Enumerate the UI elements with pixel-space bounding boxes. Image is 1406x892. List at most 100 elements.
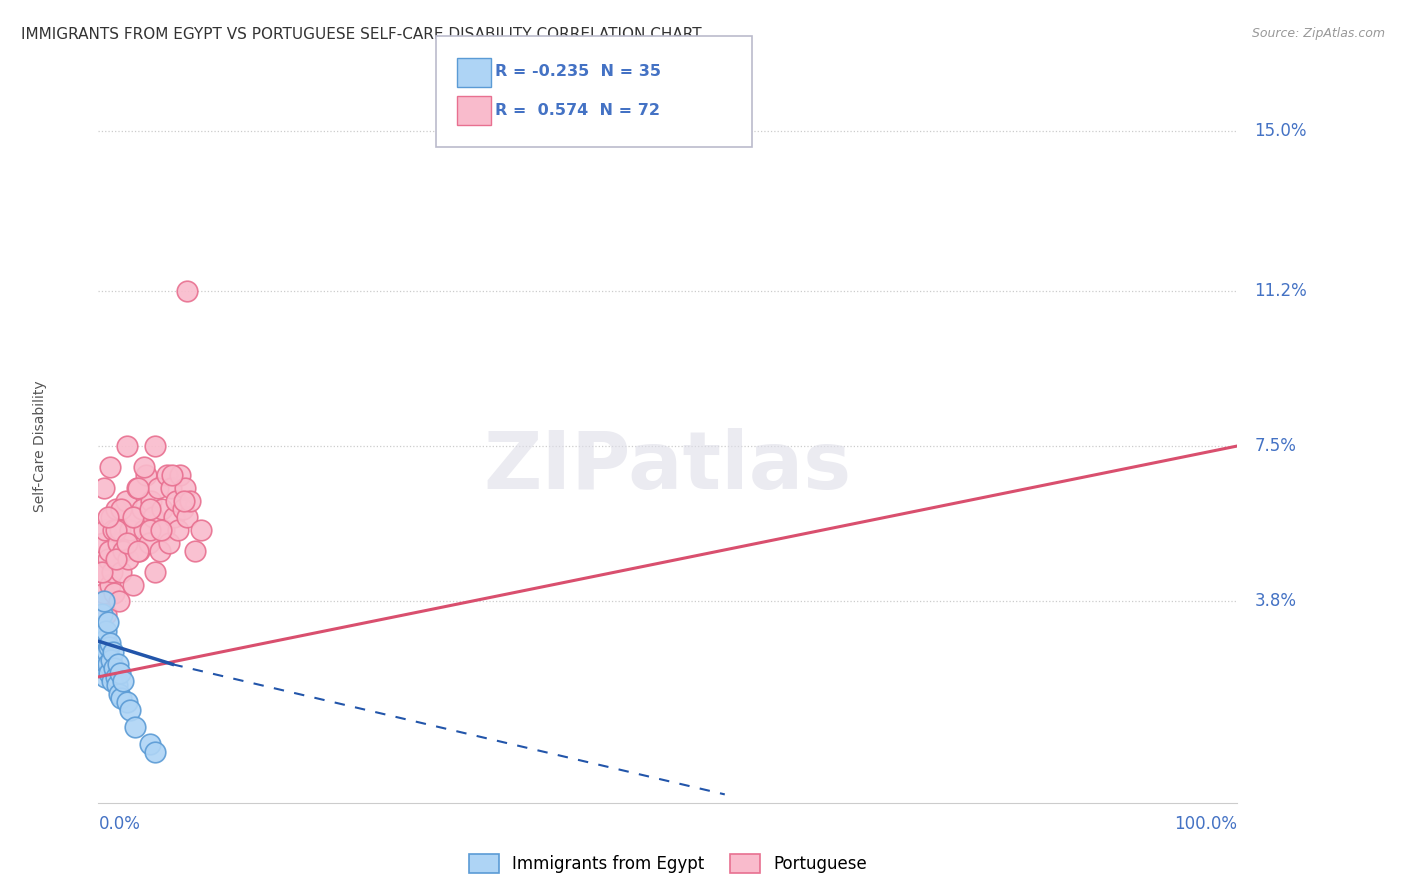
Point xyxy=(101,565,124,579)
Point xyxy=(110,565,132,579)
Point xyxy=(96,607,118,621)
Text: ZIPatlas: ZIPatlas xyxy=(484,428,852,506)
Point xyxy=(167,523,190,537)
Point xyxy=(94,523,117,537)
Point xyxy=(112,674,135,689)
Point xyxy=(149,544,172,558)
Point xyxy=(127,481,149,495)
Text: R =  0.574  N = 72: R = 0.574 N = 72 xyxy=(495,103,659,118)
Point xyxy=(108,687,131,701)
Point xyxy=(103,661,125,675)
Point xyxy=(108,523,131,537)
Point xyxy=(108,665,131,680)
Text: 7.5%: 7.5% xyxy=(1254,437,1296,455)
Point xyxy=(115,535,138,549)
Point xyxy=(115,695,138,709)
Point xyxy=(176,510,198,524)
Point xyxy=(184,544,207,558)
Point xyxy=(103,523,125,537)
Point xyxy=(142,510,165,524)
Point xyxy=(93,648,115,663)
Text: 3.8%: 3.8% xyxy=(1254,592,1296,610)
Text: Self-Care Disability: Self-Care Disability xyxy=(34,380,48,512)
Point xyxy=(105,552,128,566)
Point xyxy=(96,510,118,524)
Text: 0.0%: 0.0% xyxy=(98,815,141,833)
Point xyxy=(128,544,150,558)
Point xyxy=(110,690,132,705)
Point xyxy=(145,565,167,579)
Point xyxy=(172,502,194,516)
Point xyxy=(138,502,160,516)
Point xyxy=(100,510,122,524)
Point xyxy=(124,510,146,524)
Point xyxy=(115,439,138,453)
Legend: Immigrants from Egypt, Portuguese: Immigrants from Egypt, Portuguese xyxy=(463,847,873,880)
Point xyxy=(93,628,115,642)
Point xyxy=(89,645,111,659)
Point xyxy=(138,523,160,537)
Point xyxy=(96,552,118,566)
Point xyxy=(124,720,146,734)
Point xyxy=(104,552,127,566)
Text: 11.2%: 11.2% xyxy=(1254,282,1308,300)
Point xyxy=(90,594,112,608)
Point xyxy=(138,737,160,751)
Point xyxy=(94,632,117,646)
Point xyxy=(94,670,117,684)
Point xyxy=(162,510,184,524)
Text: R = -0.235  N = 35: R = -0.235 N = 35 xyxy=(495,64,661,78)
Point xyxy=(93,586,115,600)
Point xyxy=(91,661,114,675)
Point xyxy=(145,439,167,453)
Point xyxy=(127,544,149,558)
Point xyxy=(107,657,129,672)
Point xyxy=(97,640,120,655)
Point xyxy=(96,657,118,672)
Point xyxy=(174,481,197,495)
Point xyxy=(104,670,127,684)
Point xyxy=(100,653,122,667)
Point xyxy=(90,636,112,650)
Point xyxy=(157,535,180,549)
Point xyxy=(90,619,112,633)
Point xyxy=(96,624,118,638)
Point xyxy=(121,577,143,591)
Point xyxy=(89,628,111,642)
Point xyxy=(91,535,114,549)
Point xyxy=(104,523,127,537)
Point xyxy=(93,594,115,608)
Point xyxy=(91,607,114,621)
Point xyxy=(132,460,155,475)
Point xyxy=(101,674,124,689)
Point xyxy=(97,615,120,630)
Point xyxy=(190,523,212,537)
Point xyxy=(120,703,142,717)
Point xyxy=(153,523,176,537)
Point xyxy=(103,645,125,659)
Point xyxy=(127,481,149,495)
Point xyxy=(105,678,128,692)
Point xyxy=(156,468,179,483)
Point xyxy=(90,565,112,579)
Point xyxy=(173,493,195,508)
Point xyxy=(97,544,120,558)
Point xyxy=(160,481,183,495)
Point xyxy=(132,523,155,537)
Point xyxy=(120,523,142,537)
Point xyxy=(98,460,121,475)
Point xyxy=(108,594,131,608)
Point xyxy=(176,284,198,298)
Point xyxy=(150,523,173,537)
Point xyxy=(145,746,167,760)
Point xyxy=(110,502,132,516)
Point xyxy=(117,552,139,566)
Point xyxy=(139,493,162,508)
Point xyxy=(89,628,111,642)
Point xyxy=(146,481,169,495)
Point xyxy=(114,493,136,508)
Point xyxy=(121,510,143,524)
Point xyxy=(150,502,173,516)
Point xyxy=(138,535,160,549)
Point xyxy=(112,544,135,558)
